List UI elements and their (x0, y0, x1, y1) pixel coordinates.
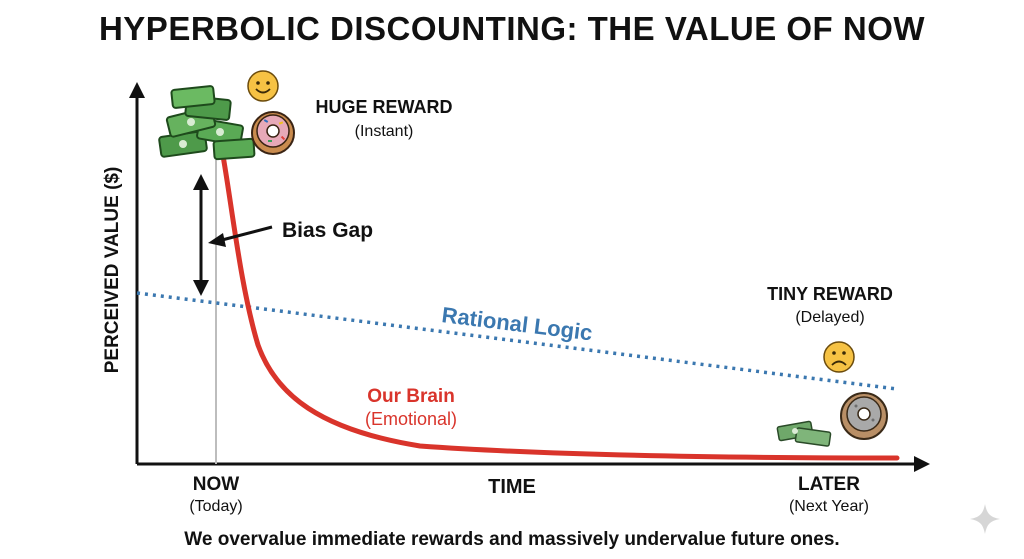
page-title: HYPERBOLIC DISCOUNTING: THE VALUE OF NOW (98, 10, 926, 47)
x-start-label: NOW (193, 474, 240, 495)
sparkle-icon (970, 504, 1000, 534)
bias-gap-label: Bias Gap (282, 219, 373, 242)
donut-icon (251, 111, 295, 155)
bias-gap-pointer (221, 225, 273, 242)
happy-face-icon (247, 70, 279, 102)
x-start-sublabel: (Today) (189, 498, 242, 515)
brain-curve (219, 147, 900, 461)
x-axis-arrow (914, 456, 930, 472)
sad-face-icon (823, 341, 855, 373)
rational-line (136, 291, 898, 391)
stale-donut-icon (840, 392, 888, 440)
tiny-reward-label: TINY REWARD (767, 284, 893, 304)
huge-reward-sublabel: (Instant) (355, 123, 414, 140)
our-brain-label: Our Brain (367, 386, 455, 407)
y-axis-arrow (129, 82, 145, 98)
tiny-reward-sublabel: (Delayed) (795, 309, 864, 326)
x-end-label: LATER (798, 474, 860, 495)
bias-gap-arrow-bottom (193, 280, 209, 296)
x-axis-label: TIME (488, 476, 536, 498)
money-stack-icon (158, 85, 256, 161)
small-money-icon (776, 420, 832, 447)
huge-reward-label: HUGE REWARD (315, 97, 452, 117)
rational-logic-label: Rational Logic (440, 302, 593, 345)
x-end-sublabel: (Next Year) (789, 498, 869, 515)
bias-gap-pointer-head (208, 233, 226, 247)
y-axis-label: PERCEIVED VALUE ($) (102, 167, 123, 374)
our-brain-sublabel: (Emotional) (365, 409, 457, 429)
summary-caption: We overvalue immediate rewards and massi… (184, 529, 840, 550)
bias-gap-arrow-top (193, 174, 209, 190)
